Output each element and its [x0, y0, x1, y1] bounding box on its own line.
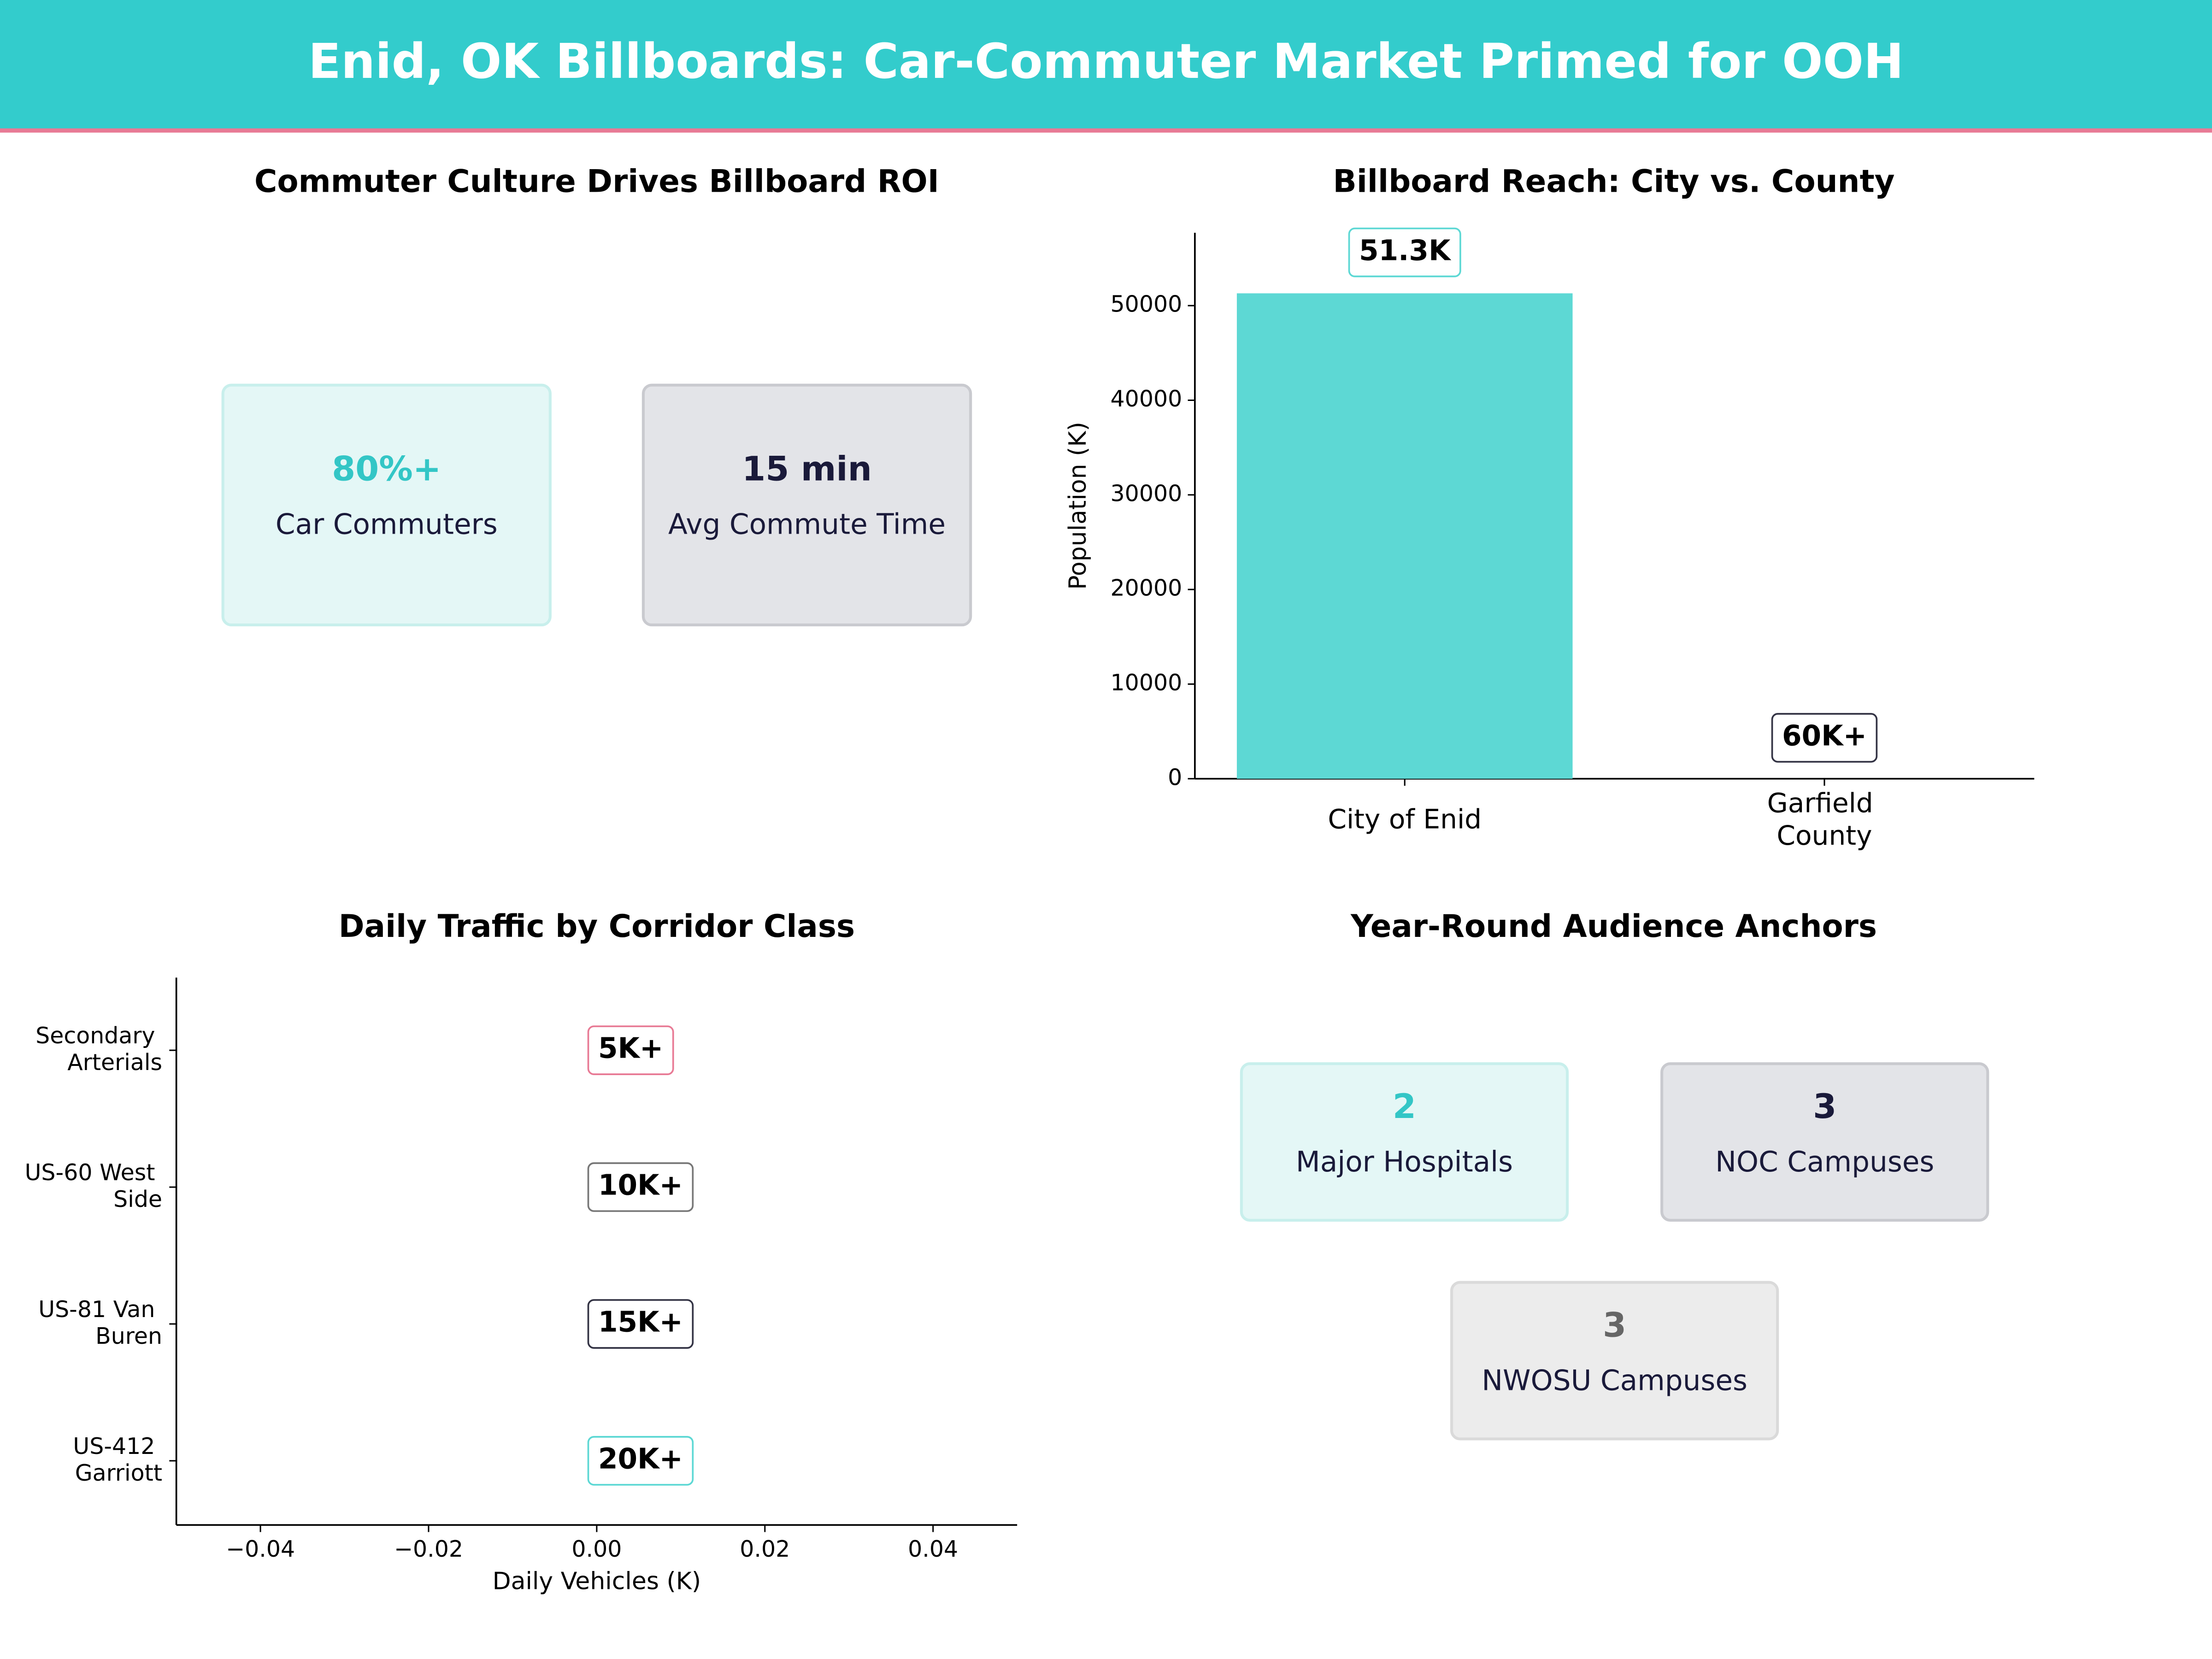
value-label: 15K+: [598, 1306, 683, 1339]
panel-title: Billboard Reach: City vs. County: [1333, 163, 1895, 200]
bar: [1236, 293, 1573, 779]
y-tick-label: 40000: [1111, 386, 1182, 412]
panel-title: Year-Round Audience Anchors: [1350, 908, 1877, 944]
y-tick-label: 30000: [1111, 480, 1182, 506]
kpi-label: NOC Campuses: [1715, 1146, 1934, 1178]
y-tick-label: 50000: [1111, 291, 1182, 318]
value-label: 60K+: [1782, 720, 1867, 753]
kpi-label: Car Commuters: [276, 508, 498, 541]
y-tick-label: US-412 Garriott: [73, 1433, 162, 1486]
y-tick-label: US-81 Van Buren: [38, 1296, 162, 1349]
value-label: 20K+: [598, 1442, 683, 1475]
y-tick-label: 20000: [1111, 575, 1182, 601]
value-label-box: [587, 1162, 694, 1212]
kpi-label: Avg Commute Time: [668, 508, 946, 541]
panel-title: Daily Traffic by Corridor Class: [339, 908, 855, 944]
kpi-label: Major Hospitals: [1296, 1146, 1513, 1178]
kpi-card: [221, 383, 552, 627]
kpi-value: 2: [1393, 1087, 1416, 1126]
kpi-card: [641, 383, 972, 627]
x-tick-label: 0.02: [740, 1536, 790, 1562]
page-title: Enid, OK Billboards: Car-Commuter Market…: [308, 33, 1904, 89]
x-tick-label: 0.04: [908, 1536, 958, 1562]
kpi-value: 3: [1603, 1306, 1626, 1345]
kpi-card: [1450, 1281, 1779, 1441]
kpi-card: [1240, 1062, 1569, 1222]
value-label-box: [1771, 713, 1878, 763]
x-tick-label: 0.00: [571, 1536, 622, 1562]
value-label: 51.3K: [1359, 234, 1452, 267]
x-tick-label: Garfield County: [1767, 788, 1882, 851]
y-axis-label: Population (K): [1064, 422, 1092, 590]
header-rule: [0, 128, 2212, 133]
kpi-label: NWOSU Campuses: [1482, 1365, 1747, 1397]
kpi-card: [1660, 1062, 1989, 1222]
y-tick-label: 0: [1168, 764, 1182, 790]
x-tick-label: −0.02: [394, 1536, 463, 1562]
kpi-value: 3: [1813, 1087, 1836, 1126]
kpi-value: 80%+: [332, 449, 441, 488]
y-tick-label: Secondary Arterials: [35, 1023, 162, 1076]
panel-title: Commuter Culture Drives Billboard ROI: [254, 163, 939, 200]
x-axis-label: Daily Vehicles (K): [493, 1568, 701, 1595]
y-tick-label: US-60 West Side: [25, 1159, 162, 1212]
header-bar: [0, 0, 2212, 130]
value-label-box: [587, 1025, 674, 1075]
value-label: 5K+: [598, 1032, 663, 1065]
value-label-box: [1348, 227, 1461, 277]
x-tick-label: −0.04: [226, 1536, 295, 1562]
value-label-box: [587, 1436, 694, 1486]
x-tick-label: City of Enid: [1328, 804, 1482, 835]
kpi-value: 15 min: [742, 449, 872, 488]
y-tick-label: 10000: [1111, 670, 1182, 696]
value-label-box: [587, 1299, 694, 1349]
value-label: 10K+: [598, 1169, 683, 1202]
